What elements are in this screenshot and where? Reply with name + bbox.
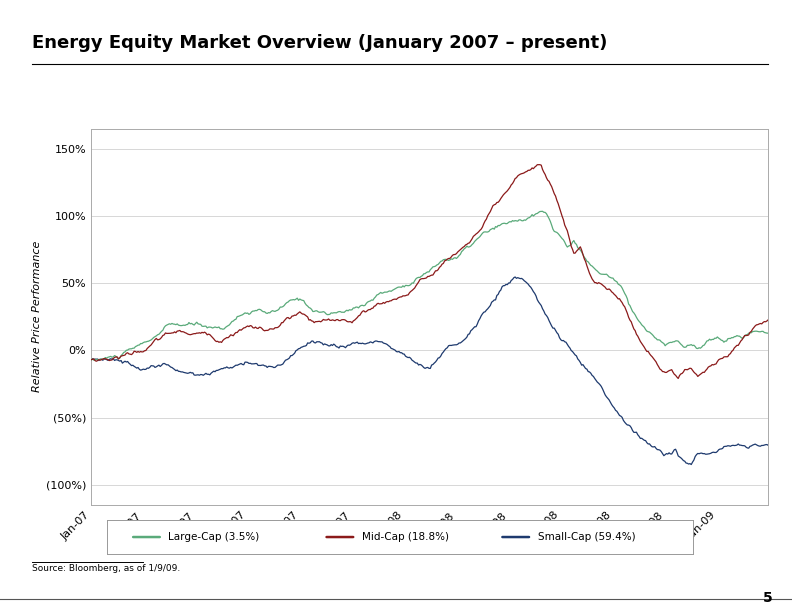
Text: Small-Cap (59.4%): Small-Cap (59.4%)	[538, 532, 635, 542]
Y-axis label: Relative Price Performance: Relative Price Performance	[32, 241, 42, 392]
Text: 5: 5	[763, 591, 772, 605]
Text: Large-Cap (3.5%): Large-Cap (3.5%)	[169, 532, 260, 542]
Text: Source: Bloomberg, as of 1/9/09.: Source: Bloomberg, as of 1/9/09.	[32, 564, 180, 573]
Text: Energy Equity Market Overview (January 2007 – present): Energy Equity Market Overview (January 2…	[32, 34, 607, 51]
Text: Mid-Cap (18.8%): Mid-Cap (18.8%)	[362, 532, 449, 542]
